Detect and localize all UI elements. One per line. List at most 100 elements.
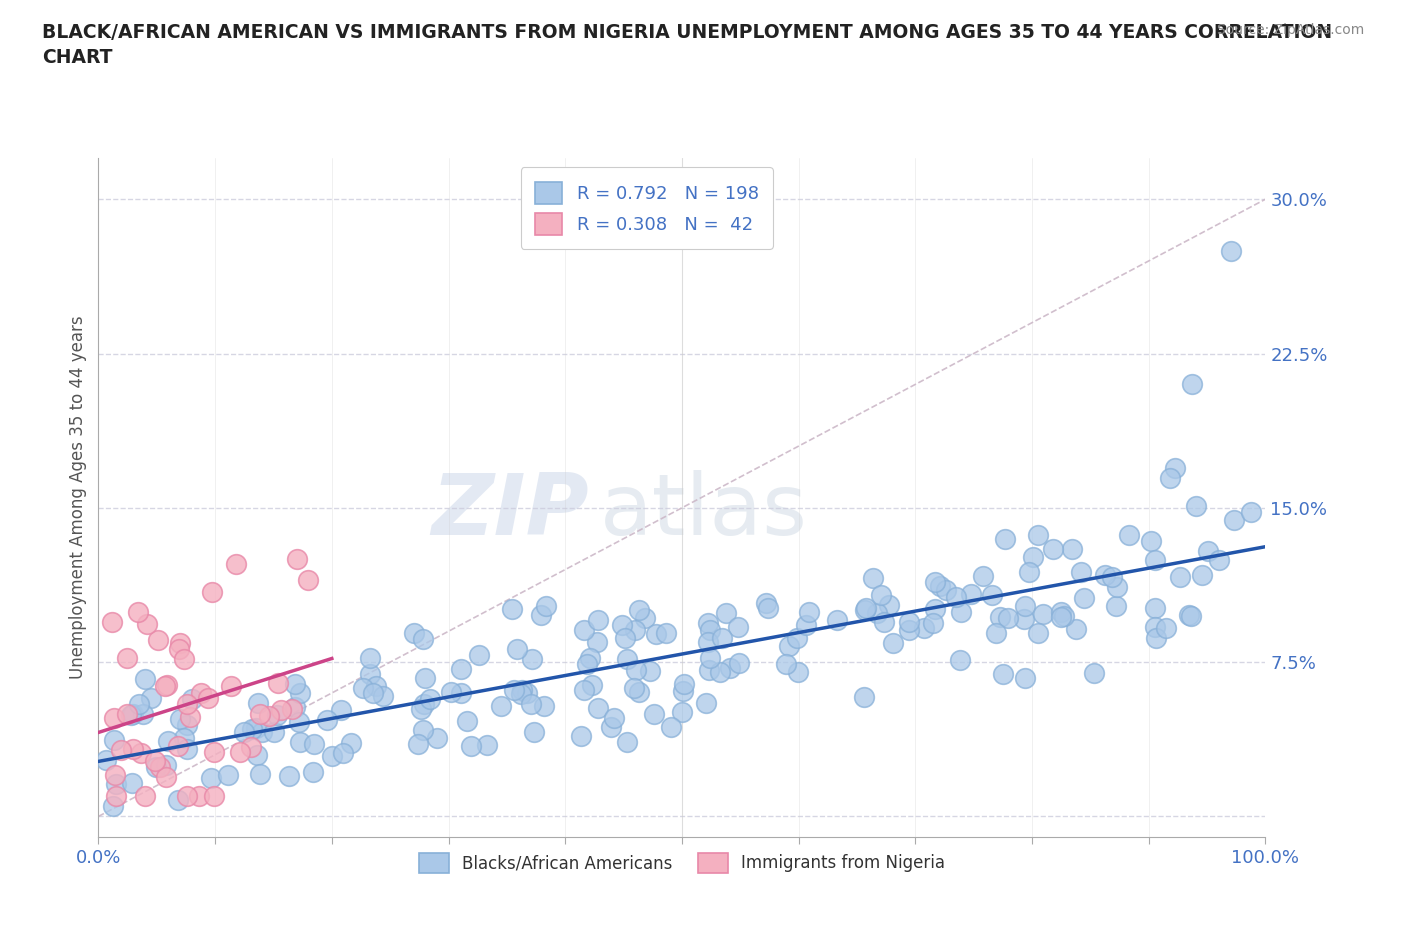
- Text: BLACK/AFRICAN AMERICAN VS IMMIGRANTS FROM NIGERIA UNEMPLOYMENT AMONG AGES 35 TO : BLACK/AFRICAN AMERICAN VS IMMIGRANTS FRO…: [42, 23, 1333, 67]
- Point: [626, 662, 648, 677]
- Point: [103, 711, 125, 725]
- Point: [960, 587, 983, 602]
- Point: [1026, 528, 1049, 543]
- Point: [1050, 604, 1073, 619]
- Point: [280, 701, 302, 716]
- Point: [1219, 244, 1241, 259]
- Point: [993, 666, 1015, 681]
- Point: [755, 595, 778, 610]
- Legend: Blacks/African Americans, Immigrants from Nigeria: Blacks/African Americans, Immigrants fro…: [412, 846, 952, 880]
- Point: [727, 619, 749, 634]
- Point: [1223, 512, 1246, 527]
- Point: [988, 609, 1011, 624]
- Point: [853, 603, 876, 618]
- Point: [287, 715, 309, 730]
- Point: [1144, 601, 1167, 616]
- Point: [628, 684, 651, 699]
- Point: [246, 748, 269, 763]
- Point: [283, 676, 305, 691]
- Point: [176, 697, 198, 711]
- Point: [104, 768, 127, 783]
- Point: [240, 722, 263, 737]
- Point: [252, 724, 274, 739]
- Point: [945, 590, 967, 604]
- Point: [628, 603, 651, 618]
- Point: [404, 626, 426, 641]
- Point: [775, 657, 797, 671]
- Point: [924, 575, 946, 590]
- Point: [530, 607, 553, 622]
- Point: [699, 623, 721, 638]
- Point: [321, 749, 343, 764]
- Point: [778, 639, 800, 654]
- Point: [929, 578, 952, 593]
- Point: [288, 685, 311, 700]
- Point: [1118, 527, 1140, 542]
- Point: [882, 635, 904, 650]
- Point: [167, 642, 190, 657]
- Point: [950, 604, 973, 619]
- Point: [169, 635, 191, 650]
- Point: [1168, 569, 1191, 584]
- Point: [173, 652, 195, 667]
- Point: [634, 611, 657, 626]
- Point: [450, 661, 472, 676]
- Point: [176, 741, 198, 756]
- Point: [1178, 608, 1201, 623]
- Point: [239, 739, 262, 754]
- Point: [797, 604, 820, 619]
- Point: [460, 738, 482, 753]
- Point: [302, 737, 325, 751]
- Point: [533, 698, 555, 713]
- Point: [603, 711, 626, 725]
- Point: [672, 676, 695, 691]
- Point: [572, 683, 595, 698]
- Point: [202, 789, 225, 804]
- Point: [148, 632, 170, 647]
- Point: [696, 634, 718, 649]
- Point: [984, 625, 1007, 640]
- Point: [297, 572, 319, 587]
- Point: [697, 615, 720, 630]
- Text: atlas: atlas: [600, 470, 808, 552]
- Point: [934, 582, 956, 597]
- Point: [1053, 608, 1076, 623]
- Point: [614, 631, 637, 645]
- Point: [578, 651, 600, 666]
- Point: [94, 752, 117, 767]
- Point: [623, 623, 645, 638]
- Point: [588, 700, 610, 715]
- Point: [339, 736, 361, 751]
- Point: [225, 557, 247, 572]
- Point: [418, 692, 440, 707]
- Point: [873, 615, 896, 630]
- Point: [157, 733, 180, 748]
- Point: [898, 614, 921, 629]
- Point: [586, 634, 609, 649]
- Point: [1014, 598, 1036, 613]
- Point: [1154, 621, 1177, 636]
- Point: [176, 789, 198, 804]
- Point: [1140, 533, 1163, 548]
- Point: [284, 699, 307, 714]
- Point: [110, 742, 132, 757]
- Point: [134, 789, 156, 804]
- Point: [217, 767, 239, 782]
- Point: [364, 679, 387, 694]
- Point: [1105, 599, 1128, 614]
- Point: [266, 676, 288, 691]
- Point: [201, 585, 224, 600]
- Point: [412, 697, 434, 711]
- Point: [972, 569, 994, 584]
- Point: [520, 697, 543, 711]
- Point: [155, 758, 177, 773]
- Point: [716, 605, 738, 620]
- Point: [145, 760, 167, 775]
- Point: [440, 684, 463, 699]
- Point: [136, 617, 159, 631]
- Point: [188, 789, 211, 804]
- Point: [616, 735, 638, 750]
- Point: [181, 691, 204, 706]
- Point: [949, 653, 972, 668]
- Point: [610, 618, 633, 632]
